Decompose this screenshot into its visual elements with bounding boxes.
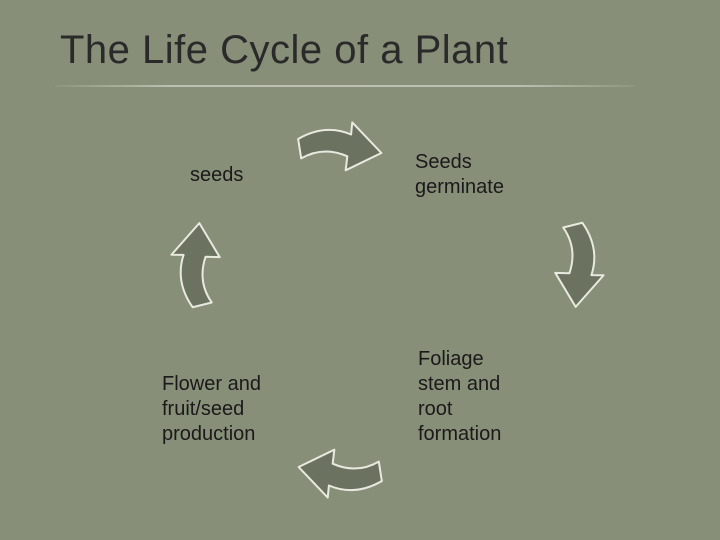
- title-underline: [55, 85, 635, 87]
- cycle-arrow-a2: [537, 210, 623, 321]
- cycle-arrow-a3: [283, 428, 398, 521]
- cycle-arrow-a1: [283, 98, 398, 191]
- page-title: The Life Cycle of a Plant: [60, 28, 508, 73]
- cycle-node-foliage: Foliagestem androotformation: [418, 347, 501, 447]
- cycle-node-seeds: seeds: [190, 163, 243, 188]
- cycle-node-germinate: Seedsgerminate: [415, 150, 504, 200]
- cycle-node-flower: Flower andfruit/seedproduction: [162, 372, 261, 447]
- cycle-arrow-a4: [152, 210, 238, 321]
